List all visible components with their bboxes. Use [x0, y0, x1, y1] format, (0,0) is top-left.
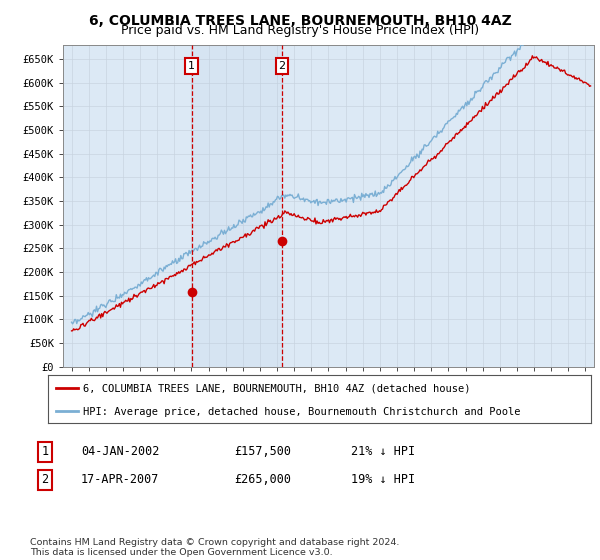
Text: 19% ↓ HPI: 19% ↓ HPI — [351, 473, 415, 487]
Text: 04-JAN-2002: 04-JAN-2002 — [81, 445, 160, 459]
Text: HPI: Average price, detached house, Bournemouth Christchurch and Poole: HPI: Average price, detached house, Bour… — [83, 407, 521, 417]
Text: 1: 1 — [188, 61, 195, 71]
Text: £265,000: £265,000 — [234, 473, 291, 487]
Text: 2: 2 — [41, 473, 49, 487]
Text: £157,500: £157,500 — [234, 445, 291, 459]
Text: 6, COLUMBIA TREES LANE, BOURNEMOUTH, BH10 4AZ (detached house): 6, COLUMBIA TREES LANE, BOURNEMOUTH, BH1… — [83, 384, 471, 394]
Text: 17-APR-2007: 17-APR-2007 — [81, 473, 160, 487]
Text: Price paid vs. HM Land Registry's House Price Index (HPI): Price paid vs. HM Land Registry's House … — [121, 24, 479, 37]
Text: 1: 1 — [41, 445, 49, 459]
Text: 21% ↓ HPI: 21% ↓ HPI — [351, 445, 415, 459]
Bar — [191, 45, 282, 367]
Text: 6, COLUMBIA TREES LANE, BOURNEMOUTH, BH10 4AZ: 6, COLUMBIA TREES LANE, BOURNEMOUTH, BH1… — [89, 14, 511, 28]
Text: 2: 2 — [278, 61, 286, 71]
Text: Contains HM Land Registry data © Crown copyright and database right 2024.
This d: Contains HM Land Registry data © Crown c… — [30, 538, 400, 557]
